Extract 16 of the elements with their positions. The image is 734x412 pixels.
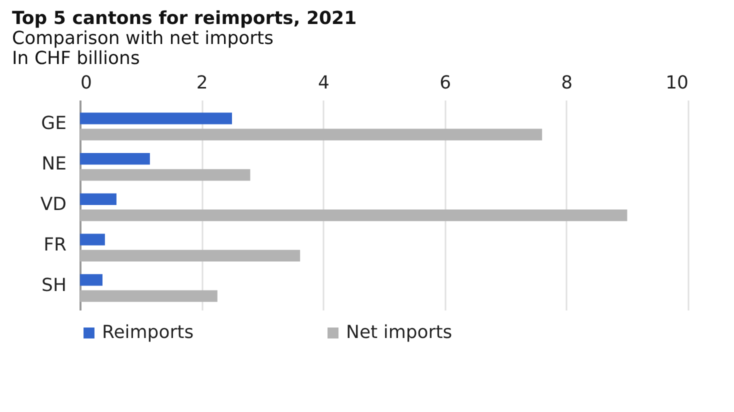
chart-subtitle: Comparison with net imports xyxy=(12,28,274,49)
x-tick-label: 10 xyxy=(666,72,688,94)
y-tick-label: NE xyxy=(42,154,66,175)
y-tick-label: GE xyxy=(41,113,66,134)
x-axis-title: In CHF billions xyxy=(12,48,140,69)
chart-title: Top 5 cantons for reimports, 2021 xyxy=(12,8,357,29)
y-tick-label: VD xyxy=(40,194,66,215)
y-tick-label: SH xyxy=(42,274,66,296)
x-tick-label: 4 xyxy=(318,72,330,94)
y-tick-label: FR xyxy=(44,234,66,256)
x-tick-label: 0 xyxy=(80,72,92,94)
x-tick-label: 2 xyxy=(196,72,208,94)
legend-label: Reimports xyxy=(102,322,194,343)
x-tick-label: 6 xyxy=(440,72,452,94)
legend-label: Net imports xyxy=(346,322,452,343)
x-tick-label: 8 xyxy=(561,72,573,94)
